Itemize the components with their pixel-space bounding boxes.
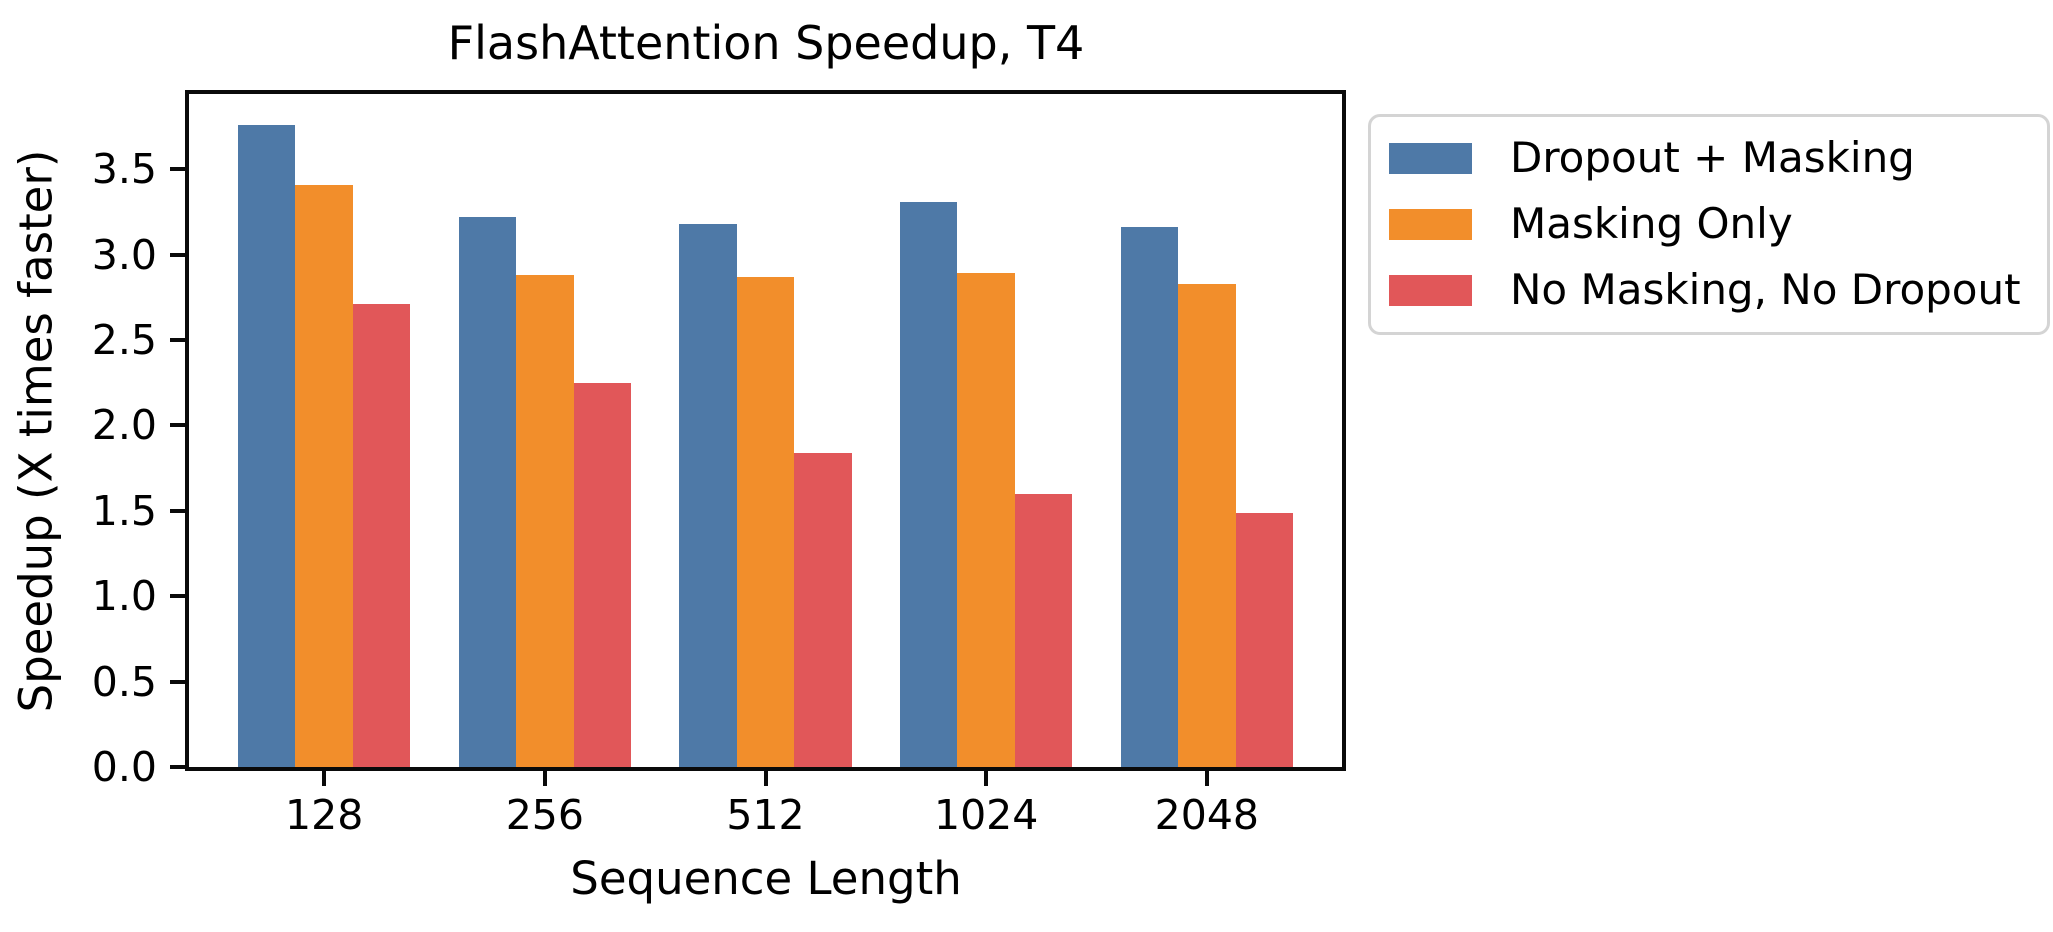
bar-no-masking-no-dropout-256 (573, 382, 631, 767)
x-tick-label: 256 (505, 791, 584, 839)
bar-dropout-masking-2048 (1120, 227, 1179, 767)
y-tick (170, 252, 185, 257)
y-tick (170, 594, 185, 599)
y-tick-label: 0.0 (91, 743, 157, 791)
legend-swatch (1389, 142, 1472, 174)
x-tick-label: 128 (285, 791, 364, 839)
legend-label: Masking Only (1510, 199, 1793, 249)
legend-swatch (1389, 274, 1472, 306)
y-tick-label: 3.5 (91, 145, 157, 194)
y-tick-label: 3.0 (91, 230, 157, 279)
bar-masking-only-512 (736, 276, 795, 767)
bar-dropout-masking-512 (679, 223, 737, 767)
bar-dropout-masking-256 (458, 217, 517, 767)
y-tick-label: 1.5 (91, 486, 157, 535)
y-tick (170, 679, 185, 684)
y-tick (170, 167, 185, 172)
bar-masking-only-128 (295, 184, 353, 767)
legend-label: Dropout + Masking (1510, 133, 1915, 182)
legend-label: No Masking, No Dropout (1510, 265, 2021, 315)
bar-no-masking-no-dropout-2048 (1235, 512, 1293, 767)
x-tick-label: 512 (726, 791, 805, 839)
chart-title: FlashAttention Speedup, T4 (447, 16, 1085, 70)
bar-dropout-masking-1024 (900, 201, 958, 767)
y-tick (170, 508, 185, 513)
y-tick (170, 423, 185, 428)
x-tick (322, 771, 327, 786)
bar-masking-only-2048 (1178, 283, 1236, 767)
bar-no-masking-no-dropout-512 (794, 452, 852, 767)
x-axis-label: Sequence Length (570, 852, 962, 905)
legend-item: Masking Only (1389, 199, 2021, 249)
x-tick (542, 771, 547, 786)
y-tick-label: 2.0 (91, 401, 157, 450)
y-tick (170, 337, 185, 342)
y-axis-label: Speedup (X times faster) (9, 149, 63, 713)
x-tick-label: 1024 (933, 791, 1039, 839)
bar-no-masking-no-dropout-1024 (1014, 493, 1073, 767)
x-tick (763, 771, 768, 786)
y-tick-label: 2.5 (91, 315, 157, 364)
legend-swatch (1389, 208, 1472, 240)
legend: Dropout + Masking Masking Only No Masking,… (1368, 114, 2050, 335)
bar-dropout-masking-128 (238, 124, 296, 767)
bar-masking-only-1024 (957, 273, 1015, 767)
bar-no-masking-no-dropout-128 (352, 304, 411, 767)
y-tick (170, 765, 185, 769)
y-tick-label: 0.5 (91, 657, 157, 706)
bar-masking-only-256 (516, 275, 574, 767)
legend-item: No Masking, No Dropout (1389, 267, 2021, 313)
x-tick-label: 2048 (1154, 791, 1259, 839)
y-tick-label: 1.0 (91, 572, 157, 621)
x-tick (984, 771, 989, 786)
plot-area: 0.0 0.5 1.0 1.5 2.0 2.5 3.0 3.5 128 256 512 1024 204… (92, 90, 1346, 839)
x-tick (1204, 771, 1209, 786)
legend-item: Dropout + Masking (1389, 133, 2021, 182)
